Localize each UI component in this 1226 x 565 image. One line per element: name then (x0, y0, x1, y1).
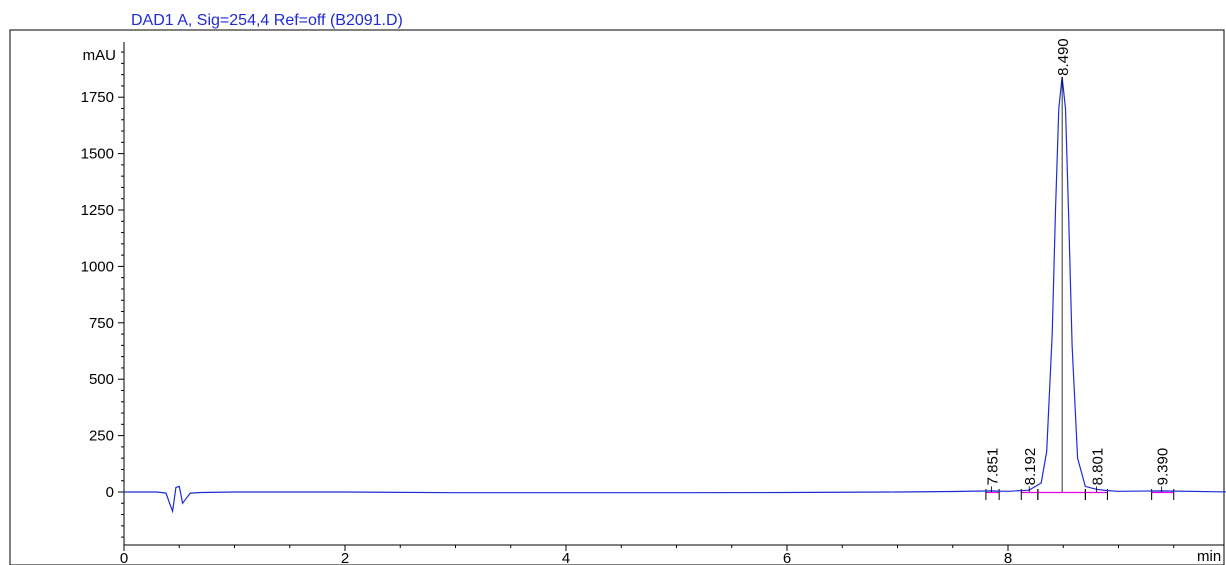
x-tick-label: 2 (341, 550, 349, 565)
y-tick-label: 500 (89, 371, 114, 388)
chart-title: DAD1 A, Sig=254,4 Ref=off (B2091.D) (131, 12, 403, 29)
y-axis-label: mAU (83, 47, 116, 64)
x-axis-label: min (1197, 548, 1221, 565)
x-tick-label: 8 (1004, 550, 1012, 565)
y-tick-label: 1750 (81, 89, 114, 106)
x-tick-label: 0 (120, 550, 128, 565)
peak-label: 9.390 (1155, 448, 1172, 486)
x-tick-label: 4 (562, 550, 570, 565)
x-ticks: 0 2 4 6 8 (120, 545, 1175, 565)
peak-label: 8.801 (1090, 448, 1107, 486)
y-ticks: 0 250 500 750 1000 1250 1500 1750 (81, 51, 124, 538)
y-tick-label: 750 (89, 315, 114, 332)
y-tick-label: 0 (106, 484, 114, 501)
y-tick-label: 1500 (81, 146, 114, 163)
plot-frame (9, 29, 1225, 565)
signal-trace (124, 76, 1226, 514)
peak-label: 8.192 (1022, 448, 1039, 486)
peak-label: 7.851 (985, 448, 1002, 486)
peak-labels: 7.851 8.192 8.490 8.801 9.390 (985, 38, 1172, 492)
y-tick-label: 1250 (81, 202, 114, 219)
y-tick-label: 1000 (81, 258, 114, 275)
peak-label: 8.490 (1055, 38, 1072, 76)
x-tick-label: 6 (783, 550, 791, 565)
y-tick-label: 250 (89, 428, 114, 445)
